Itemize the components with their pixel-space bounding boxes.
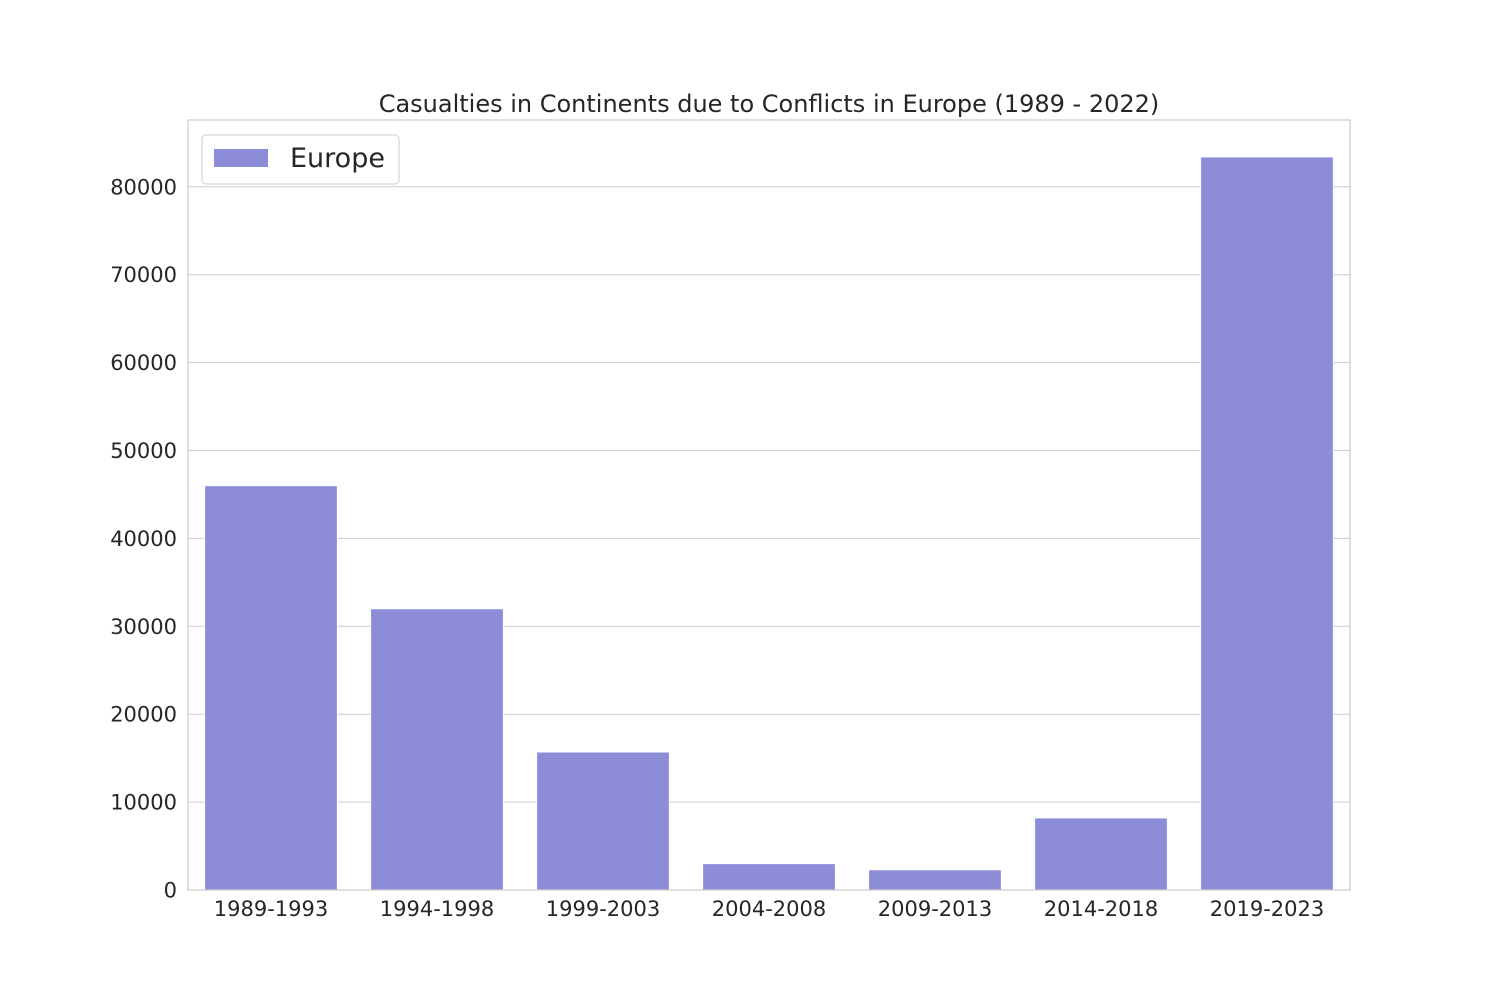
x-axis-ticks: 1989-1993 1994-1998 1999-2003 2004-2008 2009… (214, 897, 1324, 921)
legend-label-europe: Europe (290, 143, 385, 174)
bar-1999-2003 (536, 751, 670, 891)
x-tick-label: 1994-1998 (380, 897, 494, 921)
x-tick-label: 2009-2013 (878, 897, 992, 921)
legend-swatch-europe (214, 149, 268, 167)
x-tick-label: 2004-2008 (712, 897, 826, 921)
bar-2014-2018 (1034, 817, 1168, 891)
y-tick-label: 20000 (110, 703, 177, 727)
y-tick-label: 0 (164, 879, 177, 903)
x-tick-label: 1999-2003 (546, 897, 660, 921)
chart-title: Casualties in Continents due to Conflict… (379, 90, 1160, 118)
y-tick-label: 60000 (110, 351, 177, 375)
y-axis-ticks: 0 10000 20000 30000 40000 50000 60000 70000 8000… (110, 175, 177, 902)
bar-2019-2023 (1200, 156, 1334, 891)
y-tick-label: 70000 (110, 263, 177, 287)
bar-1994-1998 (370, 608, 504, 891)
y-tick-label: 40000 (110, 527, 177, 551)
y-tick-label: 30000 (110, 615, 177, 639)
legend-box (201, 134, 400, 185)
x-tick-label: 2014-2018 (1044, 897, 1158, 921)
bar-1989-1993 (204, 485, 338, 891)
legend: Europe (201, 134, 400, 185)
y-tick-label: 80000 (110, 175, 177, 199)
bars (204, 156, 1334, 891)
y-tick-label: 50000 (110, 439, 177, 463)
plot-frame (187, 119, 1351, 891)
bar-2004-2008 (702, 863, 836, 891)
gridlines (188, 186, 1350, 803)
bar-2009-2013 (868, 869, 1002, 891)
y-tick-label: 10000 (110, 791, 177, 815)
x-tick-label: 2019-2023 (1210, 897, 1324, 921)
x-tick-label: 1989-1993 (214, 897, 328, 921)
